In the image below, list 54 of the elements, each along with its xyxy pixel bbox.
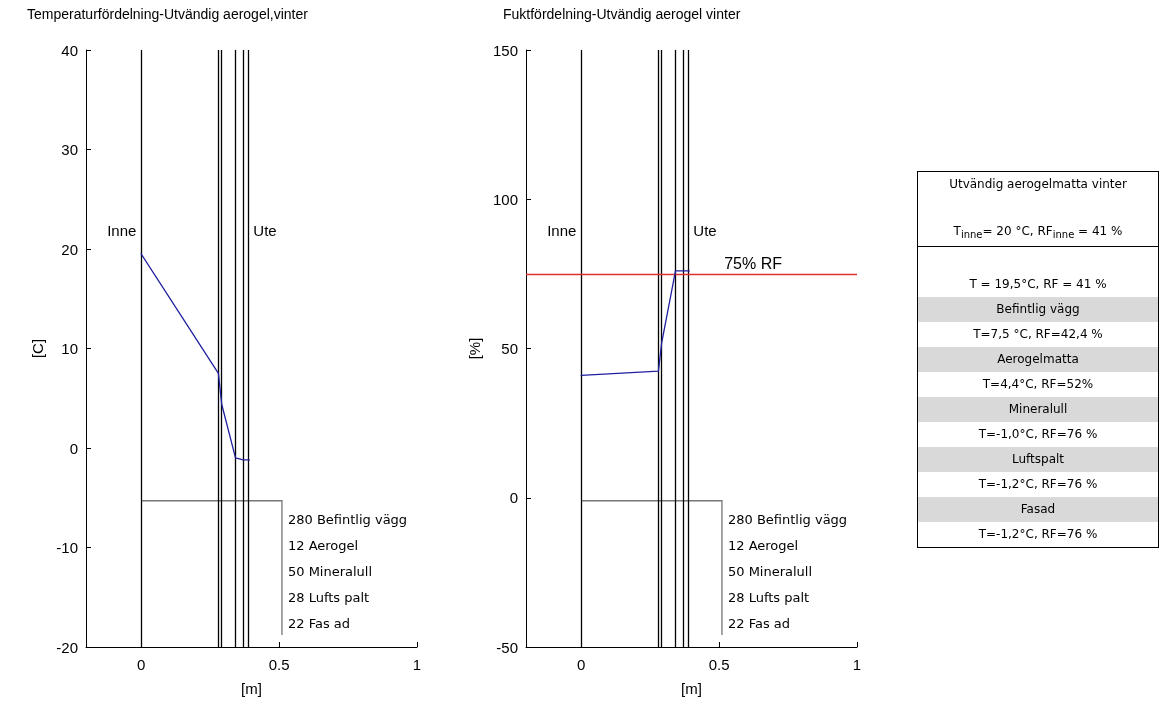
annotation: 28 Lufts palt [287,589,370,605]
x-tick-label: 0.5 [268,656,290,673]
x-tick-label: 1 [852,656,862,673]
ref-line-label: 75% RF [724,255,783,273]
annotation: Inne [107,222,137,240]
y-tick-label: 40 [61,41,78,59]
y-tick-label: 10 [61,340,78,357]
text: T = 19,5°C, RF = 41 % [918,272,1158,297]
x-axis-title: [m] [681,680,702,697]
y-tick-label: 0 [69,439,78,457]
annotation: 50 Mineralull [287,563,373,579]
text: T=-1,2°C, RF=76 % [918,472,1158,497]
text: Utvändig aerogelmatta vinter [948,176,1128,193]
chart-title: Fuktfördelning-Utvändig aerogel vinter [503,6,741,22]
text: Aerogelmatta [918,347,1158,372]
text: T$_{inne}$= 20 °C, RF$_{inne}$ = 41 % [918,196,1158,247]
text: T=7,5 °C, RF=42,4 % [918,322,1158,347]
annotation: 280 Befintlig vägg [727,511,848,527]
annotation: 22 Fas ad [727,615,791,631]
annotation: 12 Aerogel [727,537,799,553]
text: Fasad [918,497,1158,522]
y-tick-label: 150 [492,41,518,59]
annotation: Ute [253,222,277,240]
line-series [580,270,690,377]
x-tick-label: 0 [136,656,146,673]
text: Luftspalt [918,447,1158,472]
annotation: 280 Befintlig vägg [287,511,408,527]
x-tick-label: 0.5 [708,656,730,673]
y-tick-label: -20 [56,638,78,656]
text: T=-1,0°C, RF=76 % [918,422,1158,447]
y-tick-label: -10 [56,539,78,556]
text: Befintlig vägg [918,297,1158,322]
text: T=-1,2°C, RF=76 % [918,522,1158,547]
y-tick-label: 30 [61,141,78,158]
y-tick-label: -50 [496,638,518,656]
y-axis-title: [%] [466,337,484,360]
annotation: Ute [693,222,717,240]
text: Mineralull [918,397,1158,422]
y-tick-label: 100 [492,190,518,208]
x-tick-label: 0 [576,656,586,673]
y-tick-label: 50 [501,340,518,357]
annotation: 28 Lufts palt [727,589,810,605]
annotation: Inne [547,222,577,240]
text: T=4,4°C, RF=52% [918,372,1158,397]
annotation: 50 Mineralull [727,563,813,579]
annotation: 22 Fas ad [287,615,351,631]
x-axis-title: [m] [241,680,262,697]
line-series [140,253,250,461]
y-tick-label: 0 [509,489,518,507]
chart-title: Temperaturfördelning-Utvändig aerogel,vinter [27,6,309,22]
y-tick-label: 20 [61,240,78,258]
y-axis-title: [C] [29,338,47,359]
annotation: 12 Aerogel [287,537,359,553]
x-tick-label: 1 [412,656,422,673]
